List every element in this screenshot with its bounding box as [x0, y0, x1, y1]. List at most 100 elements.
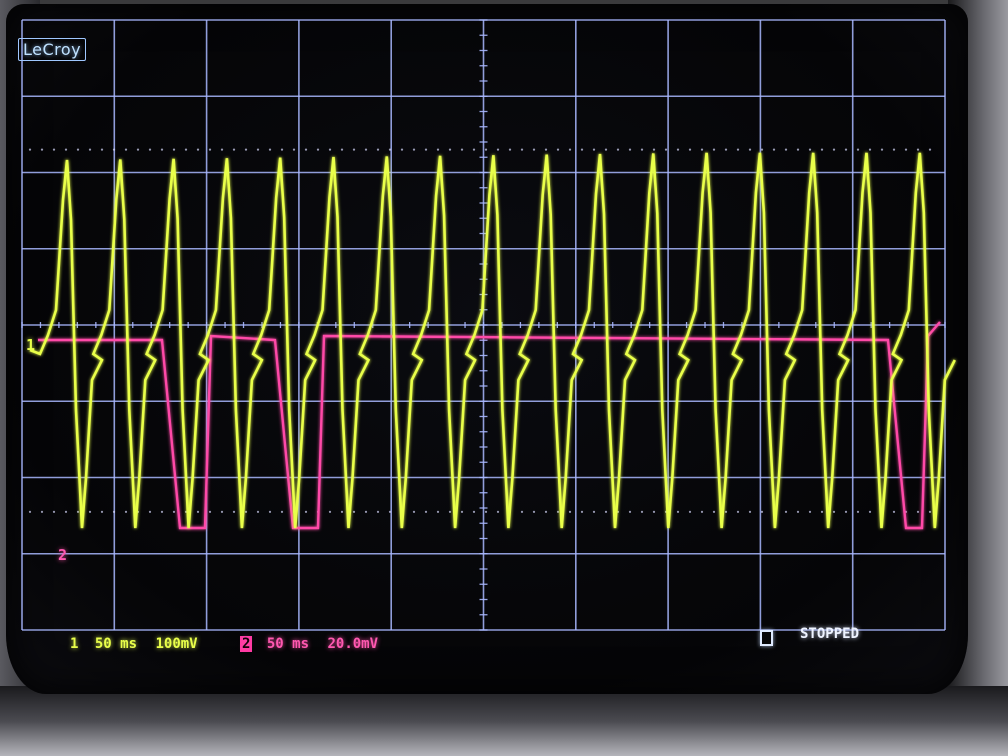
graticule-dot — [268, 148, 272, 151]
graticule-dot — [592, 148, 596, 151]
graticule-dot — [100, 148, 104, 151]
graticule-dot — [928, 148, 932, 151]
channel-2-number: 2 — [240, 636, 253, 652]
graticule-dot — [520, 148, 524, 151]
graticule-dot — [52, 510, 56, 513]
graticule-dot — [208, 510, 212, 513]
graticule-dot — [700, 148, 704, 151]
graticule-dot — [880, 148, 884, 151]
graticule-dot — [328, 510, 332, 513]
graticule-dot — [436, 148, 440, 151]
graticule-dot — [820, 510, 824, 513]
graticule-dot — [616, 148, 620, 151]
graticule-dot — [448, 510, 452, 513]
graticule-dot — [172, 510, 176, 513]
graticule-dot — [232, 148, 236, 151]
graticule-dot — [28, 148, 32, 151]
graticule-dot — [904, 148, 908, 151]
graticule-dot — [376, 510, 380, 513]
channel-1-number: 1 — [70, 636, 79, 652]
crt-screen — [6, 4, 968, 694]
graticule-dot — [52, 148, 56, 151]
graticule-dot — [580, 510, 584, 513]
graticule-dot — [496, 148, 500, 151]
graticule-dot — [376, 148, 380, 151]
graticule-dot — [280, 148, 284, 151]
channel-2-volts-per-div: 20.0mV — [327, 636, 379, 652]
graticule-dot — [40, 510, 44, 513]
graticule-dot — [604, 148, 608, 151]
graticule-dot — [304, 510, 308, 513]
graticule-dot — [556, 510, 560, 513]
graticule-dot — [112, 148, 116, 151]
channel-1-volts-per-div: 100mV — [155, 636, 198, 652]
graticule-dot — [868, 148, 872, 151]
graticule-dot — [388, 510, 392, 513]
graticule-dot — [916, 148, 920, 151]
channel-1-readout: 1 50 ms 100mV — [70, 636, 198, 652]
graticule-dot — [832, 510, 836, 513]
graticule-dot — [112, 510, 116, 513]
graticule-dot — [316, 148, 320, 151]
graticule-dot — [796, 510, 800, 513]
graticule-dot — [652, 148, 656, 151]
graticule-dot — [820, 148, 824, 151]
graticule-dot — [76, 510, 80, 513]
graticule-dot — [220, 510, 224, 513]
graticule-dot — [328, 148, 332, 151]
graticule-dot — [892, 510, 896, 513]
graticule-dot — [556, 148, 560, 151]
graticule-dot — [784, 510, 788, 513]
graticule-dot — [844, 148, 848, 151]
graticule-dot — [64, 148, 68, 151]
graticule-dot — [868, 510, 872, 513]
graticule-dot — [856, 148, 860, 151]
graticule-dot — [580, 148, 584, 151]
graticule-dot — [352, 510, 356, 513]
graticule-dot — [256, 510, 260, 513]
graticule-dot — [172, 148, 176, 151]
graticule-dot — [244, 510, 248, 513]
channel-2-marker: 2 — [58, 546, 68, 564]
status-readout-bar: 1 50 ms 100mV 2 50 ms 20.0mV STOPPED — [70, 626, 950, 660]
graticule-dot — [388, 148, 392, 151]
graticule-dot — [184, 148, 188, 151]
graticule-dot — [664, 148, 668, 151]
graticule-dot — [292, 148, 296, 151]
graticule-dot — [652, 510, 656, 513]
graticule-dot — [772, 148, 776, 151]
graticule-dot — [148, 510, 152, 513]
graticule-center-ticks — [21, 19, 946, 631]
graticule-dot — [460, 148, 464, 151]
graticule-dot — [160, 510, 164, 513]
stop-icon — [760, 630, 773, 646]
channel-1-marker: 1 — [26, 336, 36, 354]
graticule-dot — [760, 148, 764, 151]
graticule-dot — [124, 148, 128, 151]
graticule-dot — [712, 148, 716, 151]
graticule-dot — [628, 510, 632, 513]
graticule-dot — [508, 148, 512, 151]
graticule-dot — [712, 510, 716, 513]
graticule-dot — [484, 148, 488, 151]
graticule-dot — [268, 510, 272, 513]
graticule-dot — [544, 148, 548, 151]
graticule-dot — [544, 510, 548, 513]
graticule-dot — [424, 510, 428, 513]
graticule-dot — [280, 510, 284, 513]
channel-2-trace — [38, 321, 941, 530]
graticule-dot — [808, 510, 812, 513]
graticule-dot — [640, 148, 644, 151]
graticule-dot — [676, 510, 680, 513]
graticule-dot — [400, 148, 404, 151]
graticule-dot — [472, 510, 476, 513]
graticule-dot — [100, 510, 104, 513]
graticule-dot — [232, 510, 236, 513]
graticule-dot — [568, 148, 572, 151]
graticule-dot — [796, 148, 800, 151]
graticule-dot — [592, 510, 596, 513]
graticule-dot — [364, 510, 368, 513]
graticule-dot — [256, 148, 260, 151]
graticule-dot — [916, 510, 920, 513]
graticule-dot — [604, 510, 608, 513]
